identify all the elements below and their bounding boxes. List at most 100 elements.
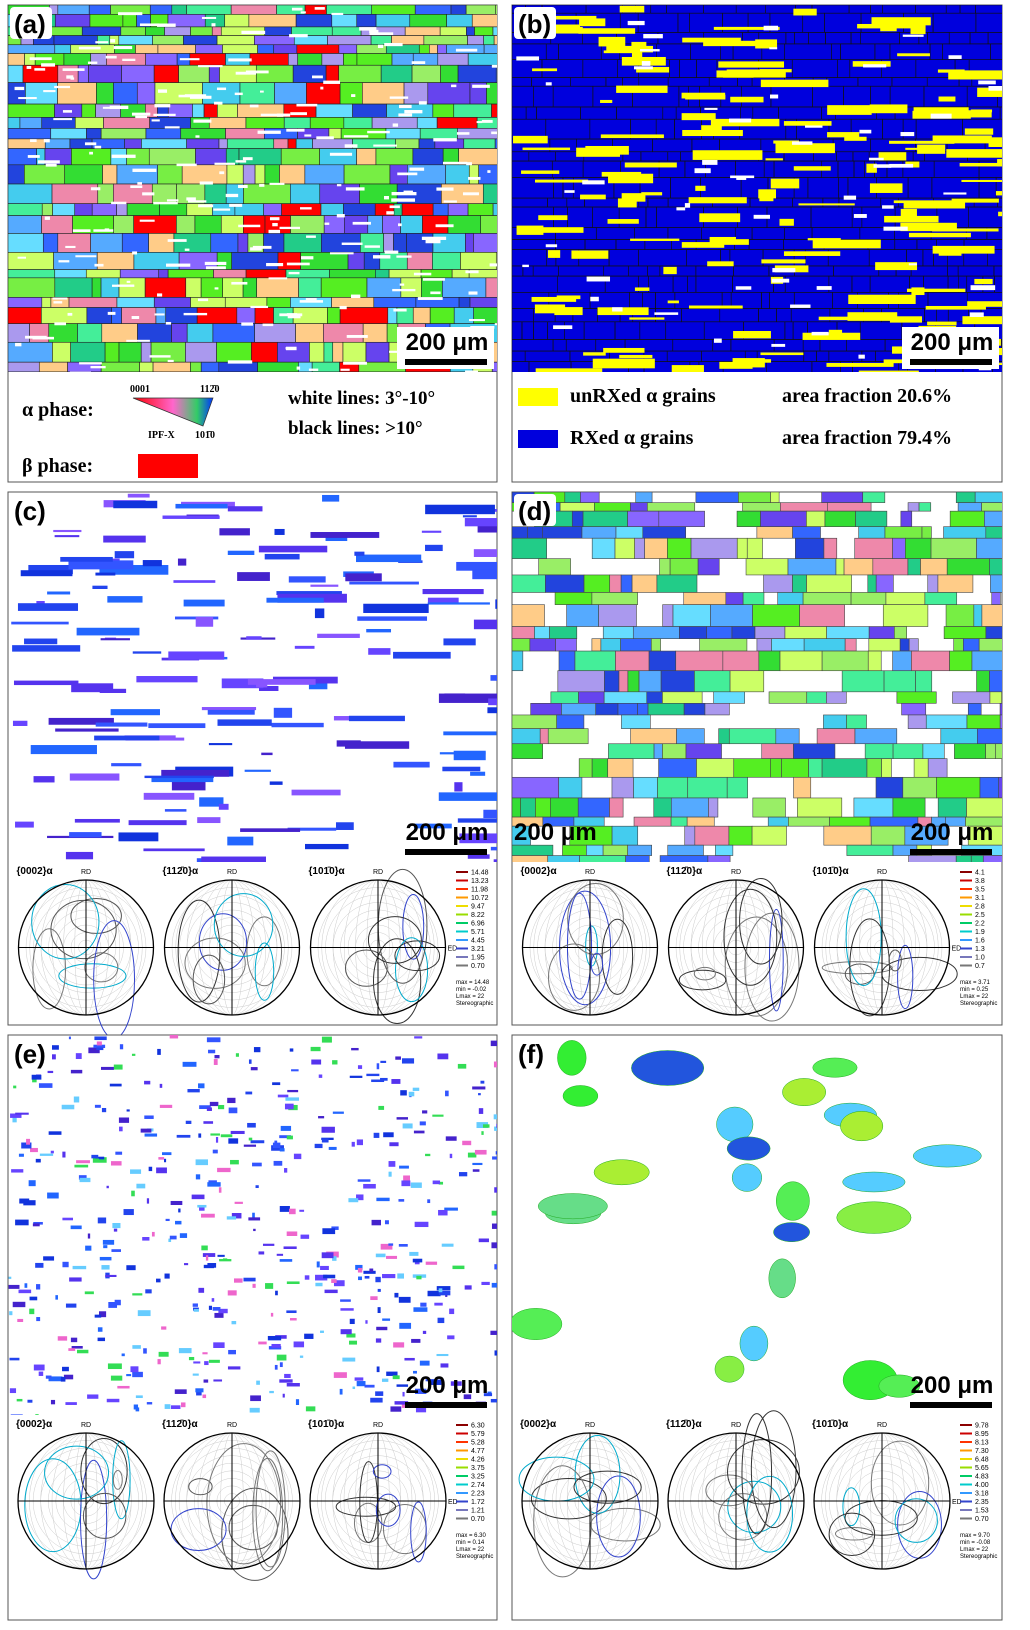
grain	[556, 714, 585, 729]
grain	[19, 1198, 30, 1204]
grain	[375, 1276, 381, 1283]
grain	[289, 1048, 294, 1052]
grain	[351, 1047, 359, 1051]
grain	[33, 1364, 45, 1371]
grain	[442, 161, 468, 165]
grain	[299, 300, 324, 303]
grain	[821, 650, 869, 672]
grain	[342, 341, 367, 363]
grain	[453, 750, 486, 761]
grain	[199, 181, 213, 185]
grain	[427, 1199, 431, 1204]
grain	[542, 526, 583, 539]
grain	[756, 638, 772, 652]
grain	[88, 5, 111, 15]
grain	[445, 164, 470, 185]
grain	[579, 855, 626, 862]
grain	[126, 1374, 132, 1377]
grain	[739, 1325, 769, 1362]
grain	[697, 558, 720, 576]
grain	[165, 1218, 170, 1222]
grain	[42, 233, 59, 253]
grain	[729, 670, 765, 693]
grain	[35, 1262, 44, 1268]
grain	[203, 103, 218, 118]
grain	[139, 23, 160, 26]
grain	[12, 645, 81, 652]
contour	[601, 918, 634, 995]
grain	[178, 1348, 192, 1354]
grain	[924, 592, 958, 605]
grain	[227, 836, 254, 846]
grain	[201, 1213, 215, 1218]
grain	[242, 157, 253, 161]
grain	[12, 1116, 17, 1123]
grain	[994, 275, 1002, 293]
grain	[276, 1253, 284, 1256]
grain	[248, 1217, 261, 1221]
grain	[436, 1353, 449, 1357]
grain	[66, 75, 74, 79]
grain	[47, 1070, 54, 1074]
grain	[8, 269, 56, 279]
grain	[135, 1407, 140, 1412]
panel-label: (d)	[518, 496, 551, 526]
grain	[246, 636, 262, 640]
grain	[391, 198, 416, 202]
grain	[130, 185, 143, 189]
grain	[396, 1117, 409, 1120]
grain	[954, 743, 986, 759]
stat: Stereographic	[456, 1554, 493, 1560]
grain	[752, 604, 800, 627]
grain	[17, 1318, 24, 1323]
grain	[590, 296, 599, 302]
grain	[412, 148, 444, 166]
grain	[217, 1254, 225, 1257]
grain	[382, 1318, 391, 1321]
level-label: 5.79	[471, 1431, 485, 1438]
grain	[296, 103, 318, 107]
grain	[465, 233, 474, 253]
grain	[647, 703, 685, 716]
grain	[583, 574, 611, 593]
grain	[202, 1394, 207, 1399]
grain	[383, 233, 394, 253]
grain	[669, 558, 699, 576]
grain	[843, 195, 857, 200]
grain	[512, 844, 554, 856]
grain	[384, 1220, 389, 1225]
grain	[398, 1199, 405, 1202]
grain	[875, 574, 894, 593]
grain	[176, 163, 197, 167]
contour	[344, 949, 388, 987]
contour	[84, 952, 119, 983]
grain	[201, 707, 257, 711]
grain	[553, 325, 573, 330]
grain	[55, 728, 119, 732]
grain	[273, 44, 298, 54]
grain	[621, 714, 651, 729]
grain	[97, 35, 111, 46]
grain	[233, 1278, 243, 1283]
grain	[212, 323, 255, 343]
grain	[427, 597, 459, 603]
grain	[256, 277, 299, 298]
grain	[268, 277, 288, 280]
grain	[689, 361, 700, 372]
grain	[483, 35, 495, 46]
grain	[29, 57, 52, 61]
grain	[53, 35, 98, 46]
grain	[773, 1222, 810, 1243]
grain	[212, 1307, 221, 1311]
grain	[153, 201, 178, 205]
grain	[178, 1208, 181, 1213]
grain	[286, 1135, 293, 1140]
grain	[435, 224, 454, 228]
label-box	[10, 1037, 52, 1069]
grain	[493, 35, 497, 46]
grain	[380, 1243, 393, 1250]
grain	[624, 162, 677, 168]
grain	[811, 361, 841, 372]
grain	[8, 233, 44, 253]
grain	[383, 1132, 394, 1138]
